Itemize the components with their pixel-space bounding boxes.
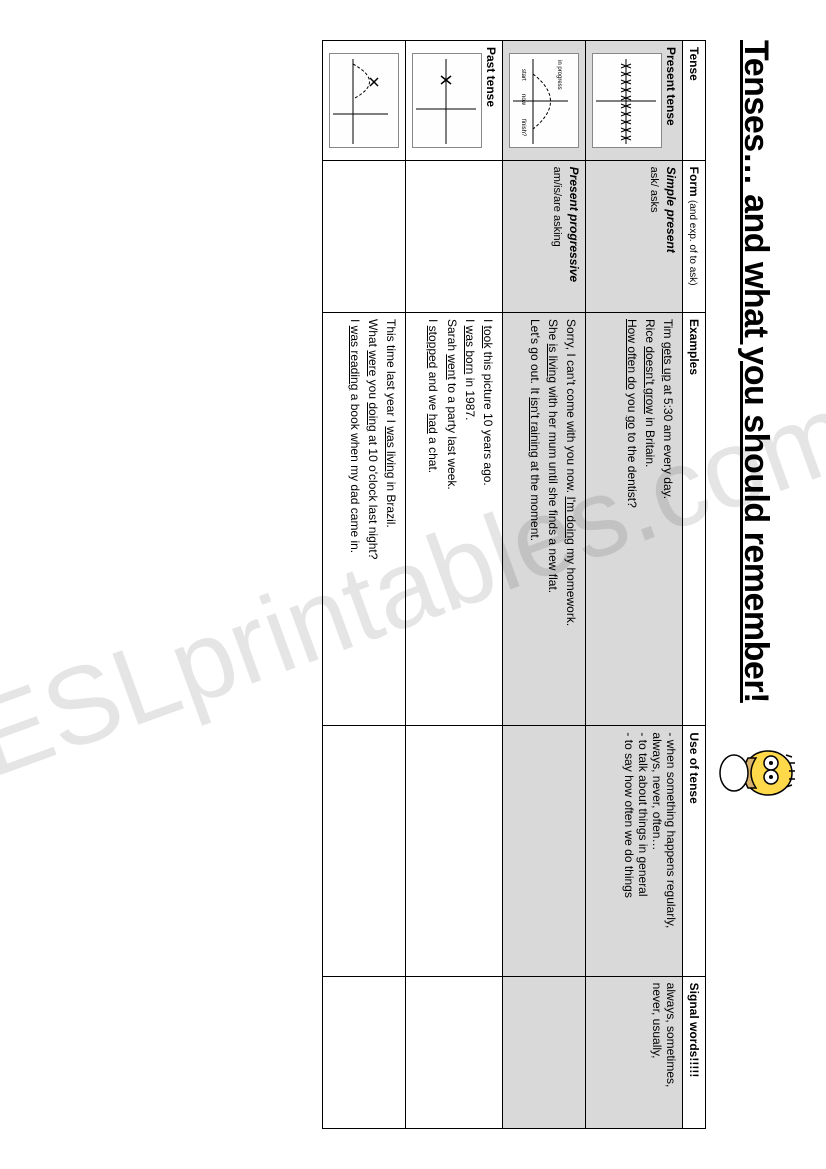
cell-present-progressive-diagram: start now finish? in progress <box>503 41 586 161</box>
header-use: Use of tense <box>683 726 706 976</box>
header-tense: Tense <box>683 41 706 161</box>
page-title: Tenses… and what you should remember! <box>737 40 776 703</box>
example-line: I took this picture 10 years ago. <box>480 319 496 719</box>
cell-present-simple-form: Simple present ask/ asks <box>586 160 683 312</box>
example-line: I was reading a book when my dad came in… <box>346 319 362 719</box>
cell-past-simple-signal <box>406 976 503 1128</box>
svg-text:now: now <box>520 94 526 106</box>
svg-text:start: start <box>520 69 526 81</box>
example-line: Tim gets up at 5:30 am every day. <box>660 319 676 719</box>
present-simple-form-name: Simple present <box>664 167 678 306</box>
svg-text:in progress: in progress <box>556 60 562 90</box>
past-tense-label: Past tense <box>484 47 498 107</box>
example-line: Sarah went to a party last week. <box>443 319 459 719</box>
example-line: I was born in 1987. <box>462 319 478 719</box>
mascot-icon <box>716 733 796 813</box>
diagram-present-progressive-icon: start now finish? in progress <box>509 53 579 148</box>
cell-present-progressive-use <box>503 726 586 976</box>
row-past-progressive: This time last year I was living in Braz… <box>323 41 406 1129</box>
row-present-simple: Present tense <box>586 41 683 1129</box>
example-line: She is living with her mum until she fin… <box>545 319 561 719</box>
header-form-sub: (and exp. of to ask) <box>687 200 698 286</box>
cell-past-simple-use <box>406 726 503 976</box>
cell-past-simple-examples: I took this picture 10 years ago.I was b… <box>406 312 503 725</box>
example-line: I stopped and we had a chat. <box>425 319 441 719</box>
cell-past-progressive-diagram <box>323 41 406 161</box>
present-simple-form-detail: ask/ asks <box>648 167 660 213</box>
cell-past-progressive-signal <box>323 976 406 1128</box>
cell-present-tense-label: Present tense <box>586 41 683 161</box>
row-past-simple: Past tense I took this picture 10 years … <box>406 41 503 1129</box>
cell-present-progressive-form: Present progressive am/is/are asking <box>503 160 586 312</box>
cell-past-tense-label: Past tense <box>406 41 503 161</box>
header-form-label: Form <box>687 167 701 197</box>
svg-text:finish?: finish? <box>520 119 526 137</box>
example-line: Sorry, I can't come with you now. I'm do… <box>563 319 579 719</box>
header-examples: Examples <box>683 312 706 725</box>
cell-past-progressive-form <box>323 160 406 312</box>
cell-past-progressive-use <box>323 726 406 976</box>
cell-present-simple-use: - when something happens regularly, alwa… <box>586 726 683 976</box>
diagram-present-simple-icon <box>592 53 662 148</box>
cell-past-progressive-examples: This time last year I was living in Braz… <box>323 312 406 725</box>
example-line: What were you doing at 10 o'clock last n… <box>365 319 381 719</box>
present-progressive-form-detail: am/is/are asking <box>551 167 563 247</box>
table-header-row: Tense Form (and exp. of to ask) Examples… <box>683 41 706 1129</box>
diagram-past-simple-icon <box>412 53 482 148</box>
cell-present-progressive-examples: Sorry, I can't come with you now. I'm do… <box>503 312 586 725</box>
present-tense-label: Present tense <box>664 47 678 126</box>
cell-present-progressive-signal <box>503 976 586 1128</box>
header-form: Form (and exp. of to ask) <box>683 160 706 312</box>
example-line: How often do you go to the dentist? <box>623 319 639 719</box>
cell-present-simple-signal: always, sometimes, never, usually, <box>586 976 683 1128</box>
example-line: This time last year I was living in Braz… <box>383 319 399 719</box>
cell-past-simple-form <box>406 160 503 312</box>
present-progressive-form-name: Present progressive <box>567 167 581 306</box>
example-line: Rice doesn't grow in Britain. <box>642 319 658 719</box>
header-signal: Signal words!!!!! <box>683 976 706 1128</box>
tenses-table: Tense Form (and exp. of to ask) Examples… <box>322 40 706 1129</box>
cell-present-simple-examples: Tim gets up at 5:30 am every day.Rice do… <box>586 312 683 725</box>
page-content: Tenses… and what you should remember! Te… <box>0 0 826 1169</box>
diagram-past-progressive-icon <box>329 53 399 148</box>
example-line: Let's go out. It isn't raining at the mo… <box>526 319 542 719</box>
row-present-progressive: start now finish? in progress Present pr… <box>503 41 586 1129</box>
title-row: Tenses… and what you should remember! <box>716 40 796 1129</box>
